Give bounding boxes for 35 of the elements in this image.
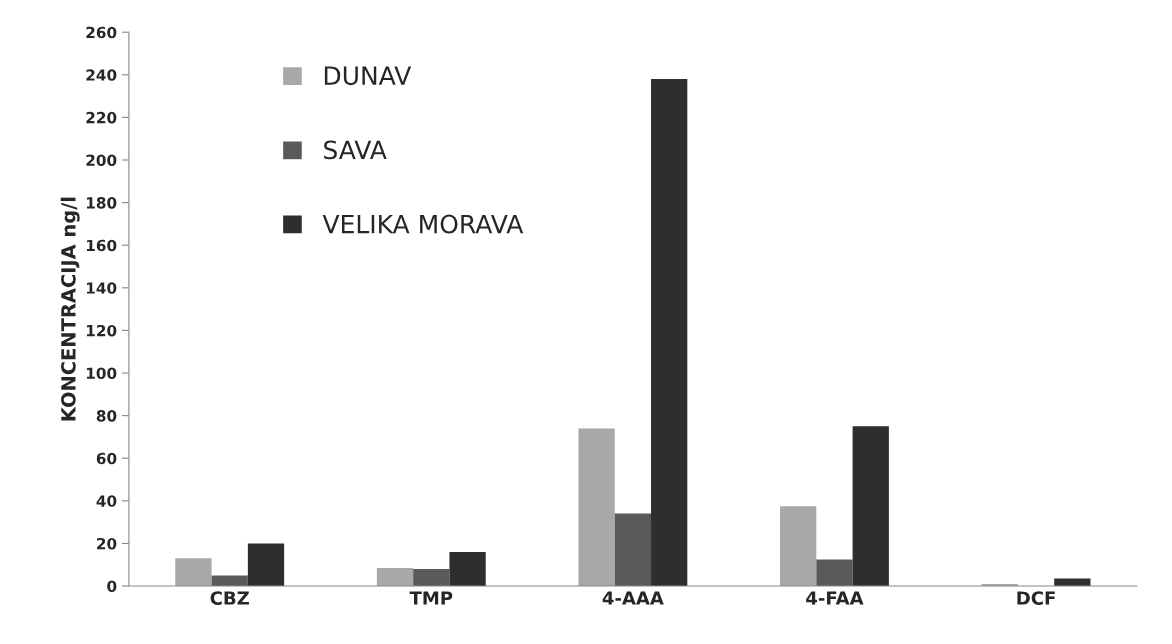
bar xyxy=(780,506,817,587)
y-tick-label: 100 xyxy=(86,367,117,380)
bar xyxy=(651,79,688,587)
y-tick-label: 60 xyxy=(96,452,117,465)
x-tick-label: 4-FAA xyxy=(806,591,864,605)
x-tick-label: CBZ xyxy=(210,591,249,605)
bar xyxy=(816,559,853,587)
legend-label: DUNAV xyxy=(324,66,412,86)
y-tick-label: 80 xyxy=(96,410,117,422)
bar xyxy=(449,551,486,587)
x-tick-label: DCF xyxy=(1017,591,1055,605)
y-tick-label: 260 xyxy=(86,26,117,39)
y-tick-label: 180 xyxy=(86,197,117,209)
bar xyxy=(247,543,285,587)
y-tick-label: 200 xyxy=(86,154,117,167)
y-tick-label: 0 xyxy=(107,580,117,593)
y-tick-label: 240 xyxy=(86,69,117,81)
bar xyxy=(852,426,889,587)
bar xyxy=(211,575,248,587)
bar xyxy=(578,428,615,587)
legend-label: SAVA xyxy=(324,140,387,160)
y-tick-label: 120 xyxy=(86,324,117,337)
y-axis-title: KONCENTRACIJA ng/l xyxy=(60,197,80,421)
y-tick-label: 20 xyxy=(97,537,117,550)
bar xyxy=(614,513,652,587)
y-tick-label: 220 xyxy=(86,111,117,124)
x-tick-label: 4-AAA xyxy=(602,591,664,605)
y-tick-label: 40 xyxy=(96,495,117,507)
y-tick-label: 160 xyxy=(86,239,117,252)
x-tick-label: TMP xyxy=(409,591,453,605)
y-tick-label: 140 xyxy=(86,282,117,294)
bar xyxy=(376,567,414,587)
bar xyxy=(413,569,450,587)
bar xyxy=(175,558,212,587)
legend-label: VELIKA MORAVA xyxy=(322,214,524,234)
